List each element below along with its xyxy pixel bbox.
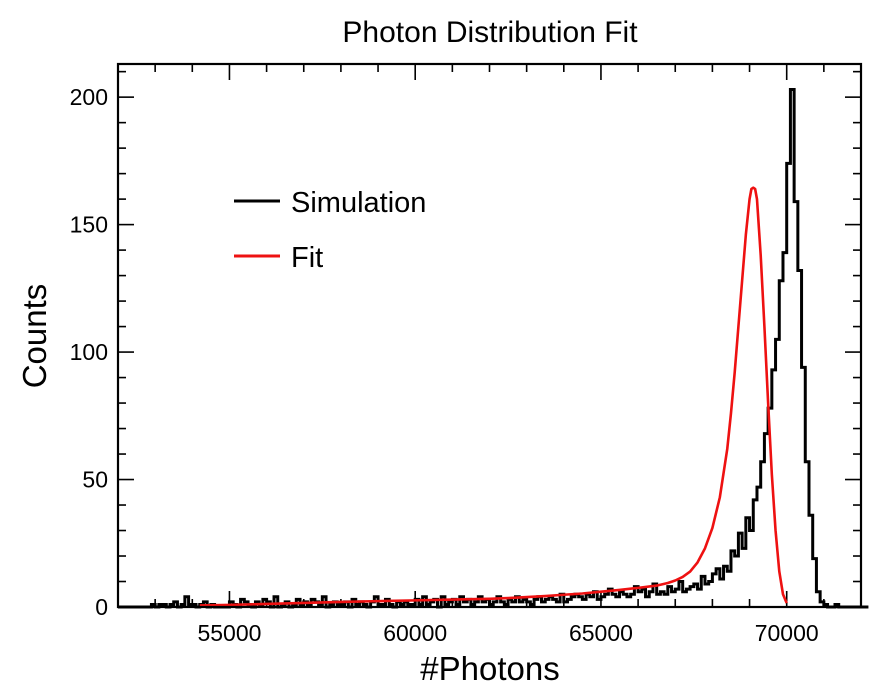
y-axis-title: Counts: [16, 284, 53, 389]
y-tick-label: 100: [70, 339, 108, 365]
tick-labels: 55000 60000 65000 70000 0 50 100 150 200: [70, 84, 819, 646]
chart-title: Photon Distribution Fit: [342, 16, 638, 49]
y-tick-label: 50: [82, 467, 108, 493]
x-tick-label: 55000: [197, 620, 261, 646]
simulation-histogram: [118, 87, 869, 609]
y-tick-label: 0: [95, 594, 108, 620]
legend-label-fit: Fit: [291, 242, 323, 274]
series-layer: [118, 87, 869, 609]
x-tick-label: 70000: [755, 620, 819, 646]
fit-curve: [199, 186, 788, 607]
plot-frame: [116, 62, 863, 609]
legend: Simulation Fit: [234, 187, 426, 274]
x-tick-label: 60000: [383, 620, 447, 646]
legend-label-simulation: Simulation: [291, 187, 426, 219]
x-tick-label: 65000: [569, 620, 633, 646]
x-axis-title: #Photons: [420, 650, 559, 687]
y-tick-label: 200: [70, 84, 108, 110]
y-tick-label: 150: [70, 212, 108, 238]
